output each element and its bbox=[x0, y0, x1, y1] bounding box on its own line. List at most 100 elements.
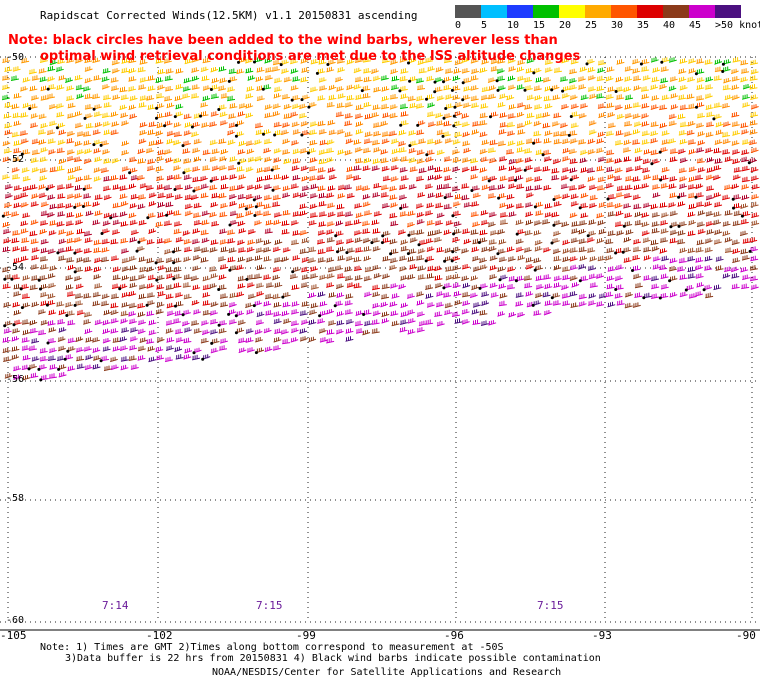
wind-barb bbox=[227, 139, 236, 146]
wind-barb bbox=[659, 84, 667, 90]
wind-barb bbox=[749, 275, 758, 282]
wind-barb bbox=[551, 121, 560, 127]
quality-flag-dot bbox=[252, 304, 256, 308]
wind-barb bbox=[569, 247, 578, 253]
wind-barb bbox=[731, 273, 740, 279]
wind-barb bbox=[571, 282, 580, 288]
wind-barb bbox=[498, 156, 508, 162]
wind-barb bbox=[641, 221, 650, 228]
wind-barb bbox=[326, 273, 335, 279]
wind-barb bbox=[569, 94, 578, 101]
wind-barb bbox=[181, 93, 191, 99]
wind-barb bbox=[696, 102, 705, 108]
wind-barb bbox=[453, 291, 462, 297]
wind-barb bbox=[157, 192, 166, 199]
wind-barb bbox=[443, 203, 452, 210]
wind-barb bbox=[263, 166, 273, 173]
wind-barb bbox=[264, 75, 273, 81]
lat-label-56: -56 bbox=[6, 374, 25, 385]
wind-barb bbox=[263, 84, 272, 90]
wind-barb bbox=[452, 282, 461, 289]
wind-barb bbox=[67, 365, 76, 372]
wind-barb bbox=[507, 58, 516, 64]
wind-barb bbox=[373, 87, 382, 93]
wind-barb bbox=[22, 275, 31, 281]
wind-barb bbox=[316, 239, 326, 245]
wind-barb bbox=[498, 129, 507, 135]
wind-barb bbox=[578, 229, 587, 235]
wind-barb bbox=[363, 255, 372, 262]
wind-barb bbox=[83, 346, 92, 352]
wind-barb bbox=[74, 75, 83, 81]
wind-barb bbox=[56, 221, 65, 227]
wind-barb bbox=[84, 266, 93, 272]
wind-barb bbox=[633, 75, 642, 81]
wind-barb bbox=[93, 111, 102, 117]
wind-barb bbox=[102, 68, 111, 74]
wind-barb bbox=[569, 158, 578, 164]
wind-barb bbox=[228, 113, 237, 119]
wind-barb bbox=[111, 68, 120, 74]
wind-barb bbox=[85, 337, 94, 343]
wind-barb bbox=[301, 67, 310, 73]
wind-barb bbox=[22, 77, 31, 83]
wind-barb bbox=[292, 266, 301, 273]
wind-barb bbox=[364, 320, 373, 327]
wind-barb bbox=[740, 248, 749, 255]
wind-barb bbox=[211, 165, 220, 172]
wind-barb bbox=[174, 292, 183, 298]
wind-barb bbox=[589, 256, 598, 262]
wind-barb bbox=[300, 58, 309, 64]
wind-barb bbox=[165, 284, 174, 290]
quality-flag-dot bbox=[433, 80, 437, 84]
wind-barb bbox=[13, 120, 22, 127]
wind-barb bbox=[461, 183, 470, 189]
quality-flag-dot bbox=[73, 270, 77, 274]
wind-barb bbox=[344, 300, 353, 306]
wind-barb bbox=[255, 238, 264, 244]
wind-barb bbox=[417, 265, 426, 272]
quality-flag-dot bbox=[514, 178, 517, 182]
wind-barb bbox=[3, 356, 12, 362]
wind-barb bbox=[624, 121, 633, 127]
wind-barb bbox=[31, 247, 40, 253]
wind-barb bbox=[643, 246, 652, 253]
quality-flag-dot bbox=[443, 196, 447, 200]
quality-flag-dot bbox=[450, 88, 454, 92]
wind-barb bbox=[416, 149, 425, 156]
wind-barb bbox=[66, 149, 75, 155]
wind-barb bbox=[371, 319, 380, 325]
wind-barb bbox=[183, 274, 192, 280]
quality-flag-dot bbox=[569, 178, 573, 182]
wind-barb bbox=[4, 102, 13, 108]
wind-barb bbox=[22, 375, 31, 381]
wind-barb bbox=[660, 77, 669, 84]
wind-barb bbox=[461, 157, 471, 163]
wind-barb bbox=[488, 246, 497, 252]
wind-barb bbox=[643, 275, 652, 281]
wind-barb bbox=[272, 293, 281, 300]
wind-barb bbox=[569, 167, 578, 174]
wind-barb bbox=[632, 113, 641, 119]
wind-barb bbox=[659, 104, 668, 111]
wind-barb bbox=[409, 76, 418, 82]
wind-barb bbox=[193, 113, 202, 119]
wind-barb bbox=[416, 229, 425, 235]
wind-barb bbox=[111, 59, 120, 66]
wind-barb bbox=[229, 265, 238, 271]
wind-barb bbox=[489, 139, 498, 146]
quality-flag-dot bbox=[452, 124, 456, 128]
wind-barb bbox=[20, 86, 28, 92]
quality-flag-dot bbox=[174, 304, 177, 308]
quality-flag-dot bbox=[235, 123, 238, 127]
wind-barb bbox=[94, 156, 103, 163]
wind-barb bbox=[750, 201, 759, 208]
wind-barb bbox=[742, 211, 751, 217]
wind-barb bbox=[524, 157, 533, 163]
wind-barb bbox=[336, 58, 345, 64]
wind-barb bbox=[371, 165, 380, 171]
wind-barb bbox=[722, 66, 731, 72]
wind-barb bbox=[697, 228, 706, 235]
wind-barb bbox=[471, 102, 480, 109]
wind-barb bbox=[299, 103, 308, 110]
